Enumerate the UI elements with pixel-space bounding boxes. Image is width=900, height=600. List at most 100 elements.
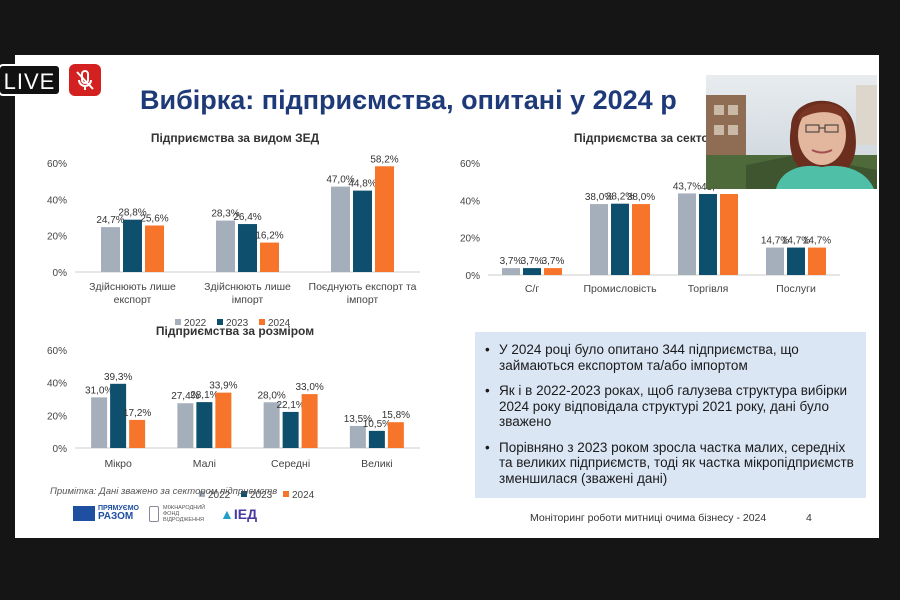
y-tick-label: 20% [47,232,67,243]
data-label: 25,6% [140,213,168,224]
logo1-line2: РАЗОМ [98,510,134,522]
bar-2023 [611,203,629,275]
legend-swatch [175,319,181,325]
category-label: імпорт [347,294,379,306]
summary-bullet: Як і в 2022-2023 роках, щоб галузева стр… [485,383,856,430]
category-label: Великі [361,458,392,470]
eu-flag-icon [73,505,95,521]
summary-box: У 2024 році було опитано 344 підприємств… [475,332,866,498]
data-label: 31,0% [85,385,113,396]
bar-2024 [808,247,826,275]
bar-2023 [368,430,385,448]
mic-off-icon [76,70,94,90]
data-label: 27,4% [171,391,199,402]
data-label: 16,2% [255,231,283,242]
chart-title: Підприємства за розміром [156,324,314,338]
bar-2024 [387,422,404,448]
slide-title: Вибірка: підприємства, опитані у 2024 р [140,85,677,115]
bar-2024 [720,193,738,275]
bar-2023 [110,383,127,448]
y-tick-label: 20% [47,411,67,422]
speaker-video-frame [706,75,877,189]
y-tick-label: 0% [466,271,481,282]
summary-bullet: Порівняно з 2023 роком зросла частка мал… [485,440,856,487]
bar-2023 [787,247,805,275]
y-tick-label: 60% [47,159,67,170]
legend-swatch [199,491,205,497]
category-label: Малі [193,458,216,470]
legend-label: 2024 [292,490,315,501]
legend-swatch [241,491,247,497]
bar-2022 [177,403,194,448]
y-tick-label: 60% [47,346,67,357]
y-tick-label: 0% [53,444,68,455]
y-tick-label: 40% [460,196,480,207]
data-label: 33,0% [295,382,323,393]
bar-2023 [523,268,541,275]
bar-2023 [238,224,257,272]
data-label: 24,7% [96,215,124,226]
footnote: Примітка: Дані зважено за сектором підпр… [50,486,278,497]
data-label: 14,7% [803,236,831,247]
chart-title: Підприємства за сектор [574,131,716,145]
category-label: Середні [271,458,310,470]
y-tick-label: 20% [460,234,480,245]
data-label: 58,2% [370,154,398,165]
bar-2023 [353,190,372,272]
data-label: 28,3% [211,209,239,220]
category-label: експорт [114,294,152,306]
data-label: 10,5% [363,419,391,430]
logo2-line2: ФОНД [163,511,180,517]
legend-label: 2023 [226,318,249,329]
data-label: 14,7% [761,236,789,247]
data-label: 28,0% [257,390,285,401]
bar-2023 [123,219,142,272]
bar-2024 [301,394,318,448]
mic-off-button[interactable] [69,64,101,96]
legend-swatch [259,319,265,325]
chart-title: Підприємства за видом ЗЕД [151,131,320,145]
speaker-video[interactable] [706,75,877,189]
bar-2024 [632,204,650,275]
bar-2023 [282,411,299,448]
logo1-line1: ПРЯМУЄМО [98,504,139,512]
bar-2022 [216,220,235,272]
bar-2023 [699,193,717,275]
category-label: Торгівля [688,283,729,295]
data-label: 28,8% [118,208,146,219]
bar-2024 [260,242,279,272]
logo2-line3: ВІДРОДЖЕННЯ [163,517,205,523]
data-label: 14,7% [782,236,810,247]
footer-text: Моніторинг роботи митниці очима бізнесу … [530,512,767,524]
bar-2024 [544,268,562,275]
category-label: Промисловість [583,283,657,295]
y-tick-label: 60% [460,159,480,170]
bar-2022 [349,425,366,448]
bar-2022 [766,247,784,275]
y-tick-label: 0% [53,268,68,279]
pryamuiemo-razom-logo: ПРЯМУЄМО РАЗОМ [73,505,139,521]
data-label: 43,7% [673,181,701,192]
bar-2022 [678,193,696,275]
legend-label: 2023 [250,490,273,501]
ied-logo-text: ІЕД [233,506,258,522]
chart-zed: Підприємства за видом ЗЕД 0% 20% 40% 60% 24,7… [47,131,420,329]
category-label: С/г [525,283,540,295]
bar-2023 [196,402,213,448]
category-label: імпорт [232,294,264,306]
chart-sector: Підприємства за сектор0%20%40%60%3,7%3,7… [460,131,840,345]
data-label: 47,0% [326,175,354,186]
category-label: Здійснюють лише [204,281,291,293]
legend-label: 2024 [268,318,291,329]
bar-2022 [101,227,120,272]
data-label: 28,1% [190,390,218,401]
y-tick-label: 40% [47,195,67,206]
bar-2024 [129,419,146,448]
category-label: Мікро [104,458,132,470]
bar-2024 [145,225,164,272]
live-badge: LIVE [0,64,61,96]
category-label: Здійснюють лише [89,281,176,293]
data-label: 3,7% [521,256,544,267]
y-tick-label: 40% [47,379,67,390]
chart-size: Підприємства за розміром 0% 20% 40% 60% 31,0%… [47,324,420,501]
